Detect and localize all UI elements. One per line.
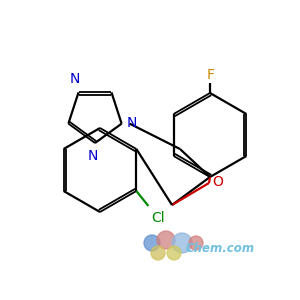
Text: N: N (69, 72, 80, 86)
Text: O: O (213, 175, 224, 189)
Circle shape (157, 231, 175, 249)
Text: N: N (88, 149, 98, 163)
Circle shape (144, 235, 160, 251)
Text: N: N (127, 116, 137, 130)
Circle shape (172, 233, 192, 253)
Circle shape (189, 236, 203, 250)
Circle shape (151, 246, 165, 260)
Text: Chem.com: Chem.com (185, 242, 255, 254)
Text: F: F (207, 68, 215, 82)
Text: Cl: Cl (152, 211, 165, 225)
Circle shape (167, 246, 181, 260)
